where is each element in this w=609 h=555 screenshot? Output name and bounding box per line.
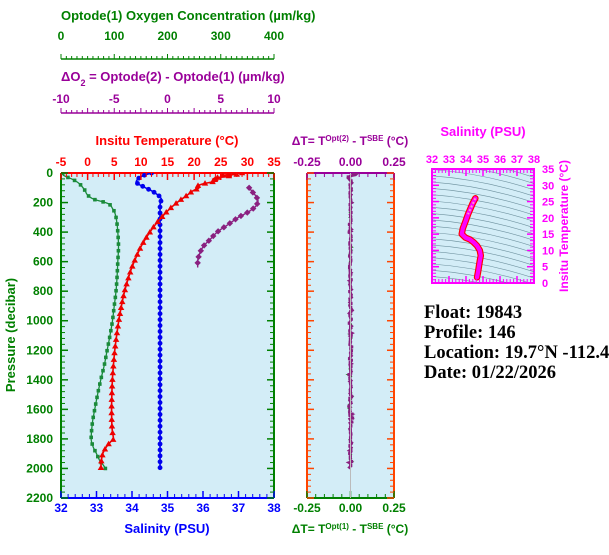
svg-text:35: 35 (477, 154, 489, 166)
svg-text:10: 10 (267, 92, 281, 106)
svg-text:25: 25 (542, 197, 554, 209)
svg-text:1800: 1800 (26, 432, 53, 446)
svg-text:Salinity (PSU): Salinity (PSU) (124, 521, 209, 536)
svg-text:30: 30 (542, 180, 554, 192)
svg-text:2000: 2000 (26, 461, 53, 475)
svg-text:10: 10 (542, 245, 554, 257)
svg-text:32: 32 (54, 501, 68, 515)
svg-text:200: 200 (33, 196, 53, 210)
svg-text:0: 0 (542, 278, 548, 290)
svg-text:33: 33 (443, 154, 455, 166)
svg-text:100: 100 (104, 29, 124, 43)
svg-text:5: 5 (217, 92, 224, 106)
svg-text:Insitu Temperature (°C): Insitu Temperature (°C) (96, 133, 239, 148)
svg-text:30: 30 (241, 155, 255, 169)
svg-text:1000: 1000 (26, 314, 53, 328)
svg-text:200: 200 (157, 29, 177, 43)
svg-text:15: 15 (542, 229, 554, 241)
svg-text:Optode(1) Oxygen Concentration: Optode(1) Oxygen Concentration (µm/kg) (61, 8, 316, 23)
svg-text:5: 5 (111, 155, 118, 169)
svg-text:35: 35 (161, 501, 175, 515)
svg-text:0: 0 (58, 29, 65, 43)
svg-text:Date: 01/22/2026: Date: 01/22/2026 (424, 363, 556, 383)
svg-text:-0.25: -0.25 (293, 155, 321, 169)
svg-text:-5: -5 (56, 155, 67, 169)
svg-text:-10: -10 (52, 92, 70, 106)
svg-text:-0.25: -0.25 (293, 501, 321, 515)
svg-text:1400: 1400 (26, 373, 53, 387)
svg-text:20: 20 (187, 155, 201, 169)
svg-text:25: 25 (214, 155, 228, 169)
svg-text:Profile: 146: Profile: 146 (424, 323, 516, 343)
svg-text:1600: 1600 (26, 402, 53, 416)
svg-text:-5: -5 (109, 92, 120, 106)
svg-text:ΔT= TOpt(1) - TSBE (°C): ΔT= TOpt(1) - TSBE (°C) (292, 522, 408, 537)
svg-text:10: 10 (134, 155, 148, 169)
svg-text:Pressure (decibar): Pressure (decibar) (3, 278, 18, 392)
svg-text:400: 400 (33, 225, 53, 239)
svg-text:37: 37 (232, 501, 246, 515)
svg-text:ΔT= TOpt(2) - TSBE (°C): ΔT= TOpt(2) - TSBE (°C) (292, 134, 408, 149)
svg-text:15: 15 (161, 155, 175, 169)
svg-text:38: 38 (528, 154, 540, 166)
svg-text:0: 0 (84, 155, 91, 169)
svg-text:0.25: 0.25 (382, 501, 406, 515)
svg-text:300: 300 (211, 29, 231, 43)
svg-text:0.00: 0.00 (339, 501, 363, 515)
svg-text:35: 35 (267, 155, 281, 169)
svg-text:2200: 2200 (26, 491, 53, 505)
svg-text:20: 20 (542, 213, 554, 225)
svg-text:Location: 19.7°N -112.4°E: Location: 19.7°N -112.4°E (424, 343, 609, 363)
svg-text:0.25: 0.25 (382, 155, 406, 169)
svg-text:33: 33 (90, 501, 104, 515)
svg-text:34: 34 (460, 154, 473, 166)
svg-text:5: 5 (542, 262, 548, 274)
svg-text:35: 35 (542, 164, 554, 176)
svg-text:36: 36 (196, 501, 210, 515)
svg-text:600: 600 (33, 255, 53, 269)
svg-text:38: 38 (267, 501, 281, 515)
svg-text:0: 0 (164, 92, 171, 106)
svg-text:32: 32 (426, 154, 438, 166)
svg-text:36: 36 (494, 154, 506, 166)
svg-text:0: 0 (46, 166, 53, 180)
svg-text:400: 400 (264, 29, 284, 43)
svg-text:1200: 1200 (26, 343, 53, 357)
svg-text:34: 34 (125, 501, 139, 515)
svg-text:0.00: 0.00 (339, 155, 363, 169)
svg-text:Insitu Temperature (°C): Insitu Temperature (°C) (557, 160, 571, 292)
svg-text:Float: 19843: Float: 19843 (424, 303, 522, 323)
svg-text:37: 37 (511, 154, 523, 166)
svg-text:Salinity (PSU): Salinity (PSU) (440, 124, 525, 139)
svg-text:800: 800 (33, 284, 53, 298)
